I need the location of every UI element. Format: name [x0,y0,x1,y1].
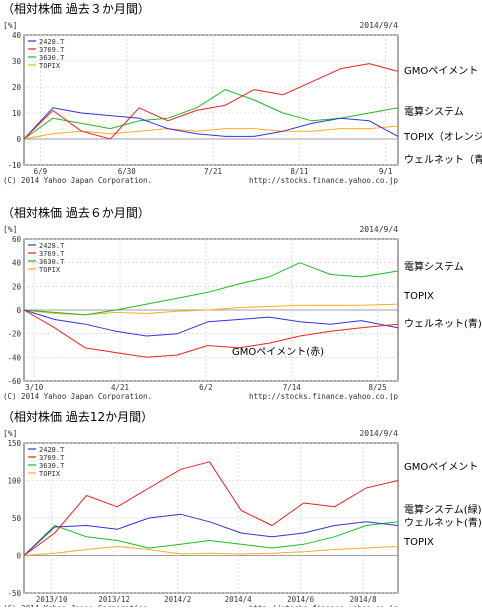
side-annotation: 電算システム [404,260,464,273]
y-tick-label: 100 [7,477,21,486]
y-unit-label: [%] [3,225,17,234]
side-annotation: 電算システム [404,105,464,118]
side-annotation: TOPIX [403,291,434,302]
legend-label: 2428.T [39,446,65,454]
legend-label: 2428.T [39,38,65,46]
legend-label: 3630.T [39,258,65,266]
relative-price-chart-6m: [%] 2014/9/4 -60 -40 -20 0 20 40 60 3/10 4/21 6/2 7/… [3,225,482,401]
y-tick-label: -50 [7,589,21,598]
side-annotation: ウェルネット(青) [404,516,482,529]
legend-label: 3630.T [39,462,65,470]
series-line-TOPIX [23,546,399,556]
y-tick-label: 20 [12,282,22,291]
series-line-3769-T [23,309,399,358]
x-tick-label: 2014/2 [164,595,191,604]
relative-price-chart-12m: [%] 2014/9/4 -50 0 50 100 150 2013/10 2013/12 201… [3,429,482,611]
plot-area [23,34,399,166]
source-url: http://stocks.finance.yahoo.co.jp [249,176,398,185]
y-tick-label: 40 [12,259,22,268]
series-line-3769-T [23,461,399,556]
chart-date: 2014/9/4 [359,21,398,30]
series-line-2428-T [23,513,399,556]
chart-date: 2014/9/4 [359,429,398,438]
x-tick-label: 4/21 [111,383,129,392]
x-tick-label: 6/30 [118,167,137,176]
x-tick-label: 3/10 [25,383,44,392]
side-annotation: GMOペイメント [404,462,478,473]
chart-panel-3m: [%] 2014/9/4 -10 0 10 20 30 40 6/9 6/30 7/21 8/11 9/… [0,16,482,196]
inline-annotation: GMOペイメント(赤) [232,346,324,358]
side-annotation: GMOペイメント [404,66,478,77]
y-tick-label: 30 [12,57,22,66]
x-tick-label: 2013/12 [98,595,130,604]
legend-label: TOPIX [39,470,61,478]
legend-label: 3769.T [39,454,65,462]
legend-label: TOPIX [39,62,61,70]
side-annotation: ウェルネット（青） [404,153,482,166]
y-tick-label: 0 [16,306,21,315]
y-unit-label: [%] [3,21,17,30]
plot-area [23,442,399,594]
relative-price-chart-3m: [%] 2014/9/4 -10 0 10 20 30 40 6/9 6/30 7/21 8/11 9/… [3,21,482,185]
y-tick-label: -60 [7,377,21,386]
copyright-text: (C) 2014 Yahoo Japan Corporation. [3,392,152,400]
y-tick-label: 0 [16,135,21,144]
chart-panel-6m: [%] 2014/9/4 -60 -40 -20 0 20 40 60 3/10 4/21 6/2 7/… [0,220,482,401]
y-tick-label: 40 [12,31,22,40]
legend-label: 3769.T [39,250,65,258]
side-annotation: 電算システム(緑) [404,503,482,516]
side-annotation: TOPIX（オレンジ） [403,131,482,143]
legend-label: 3630.T [39,54,65,62]
x-tick-label: 9/1 [379,167,393,176]
series-line-TOPIX [23,125,399,140]
legend-label: 3769.T [39,46,65,54]
y-tick-label: 0 [16,552,21,561]
x-tick-label: 8/25 [369,383,387,392]
x-tick-label: 8/11 [290,167,308,176]
source-url: http://stocks.finance.yahoo.co.jp [249,392,398,400]
x-tick-label: 2013/10 [36,595,68,604]
x-tick-label: 7/14 [283,383,302,392]
legend-label: 2428.T [39,242,65,250]
side-annotation: ウェルネット(青) [404,317,482,330]
y-tick-label: 60 [12,235,22,244]
y-tick-label: 20 [12,83,22,92]
x-tick-label: 2014/6 [287,595,315,604]
series-line-3769-T [23,63,399,140]
y-tick-label: 150 [7,439,21,448]
y-unit-label: [%] [3,429,17,438]
copyright-text: (C) 2014 Yahoo Japan Corporation. [3,176,152,185]
y-tick-label: 10 [12,109,22,118]
x-tick-label: 2014/8 [350,595,378,604]
chart-heading-12m: （相対株価 過去12か月間） [2,410,154,424]
series-line-3630-T [23,262,399,316]
x-tick-label: 2014/4 [225,595,253,604]
series-line-2428-T [23,309,399,337]
x-tick-label: 7/21 [204,167,222,176]
series-line-2428-T [23,107,399,140]
y-tick-label: -10 [7,161,21,170]
y-tick-label: -20 [7,330,21,339]
chart-date: 2014/9/4 [359,225,398,234]
chart-heading-6m: （相対株価 過去６か月間） [2,206,150,220]
x-tick-label: 6/2 [199,383,213,392]
chart-heading-3m: （相対株価 過去３か月間） [2,2,150,16]
chart-panel-12m: [%] 2014/9/4 -50 0 50 100 150 2013/10 2013/12 201… [0,424,482,611]
x-tick-label: 6/9 [34,167,48,176]
side-annotation: TOPIX [403,537,434,548]
legend-label: TOPIX [39,266,61,274]
y-tick-label: -40 [7,353,21,362]
series-line-3630-T [23,521,399,556]
y-tick-label: 50 [12,514,22,523]
